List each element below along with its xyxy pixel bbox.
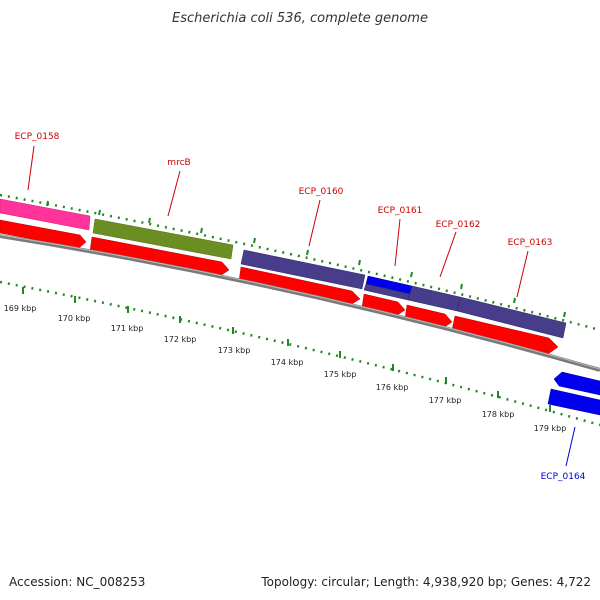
gene-ecp-0163[interactable] bbox=[456, 296, 567, 339]
gene-mrcb[interactable] bbox=[92, 218, 234, 260]
map-title: Escherichia coli 536, complete genome bbox=[172, 11, 428, 26]
scale-label: 178 kbp bbox=[482, 410, 515, 419]
cds-track bbox=[0, 219, 559, 355]
accession-text: Accession: NC_008253 bbox=[9, 575, 145, 589]
scale-label: 174 kbp bbox=[271, 358, 304, 367]
scale-label: 171 kbp bbox=[111, 324, 144, 333]
scale-labels: 169 kbp 170 kbp 171 kbp 172 kbp 173 kbp … bbox=[4, 304, 567, 433]
gene-ecp-0158[interactable] bbox=[0, 198, 91, 231]
outer-tick-ring bbox=[0, 193, 600, 332]
genome-backbone bbox=[0, 234, 600, 372]
genome-backbone-highlight bbox=[0, 234, 600, 370]
gene-label-ecp-0160[interactable]: ECP_0160 bbox=[299, 187, 344, 197]
gene-ecp-0160[interactable] bbox=[240, 249, 366, 290]
cds-arrow[interactable] bbox=[0, 219, 87, 249]
forward-gene-track bbox=[0, 198, 567, 339]
cds-arrow[interactable] bbox=[89, 236, 230, 277]
inner-tick-ring bbox=[0, 280, 600, 427]
outer-major-ticks bbox=[46, 200, 566, 318]
scale-label: 169 kbp bbox=[4, 304, 37, 313]
scale-label: 172 kbp bbox=[164, 335, 197, 344]
scale-label: 179 kbp bbox=[534, 424, 567, 433]
gene-ecp-0164[interactable] bbox=[547, 388, 600, 416]
reverse-gene-track bbox=[547, 371, 600, 416]
scale-label: 177 kbp bbox=[429, 396, 462, 405]
inner-major-ticks bbox=[22, 287, 551, 412]
gene-label-mrcb[interactable]: mrcB bbox=[167, 158, 190, 168]
gene-label-ecp-0158[interactable]: ECP_0158 bbox=[15, 132, 60, 142]
label-leader bbox=[565, 426, 576, 467]
scale-label: 175 kbp bbox=[324, 370, 357, 379]
cds-arrow[interactable] bbox=[451, 315, 559, 355]
gene-label-ecp-0161[interactable]: ECP_0161 bbox=[378, 206, 423, 216]
label-leader bbox=[27, 145, 35, 191]
gene-ecp-0164-a[interactable] bbox=[553, 371, 600, 396]
scale-label: 170 kbp bbox=[58, 314, 91, 323]
label-leader bbox=[167, 170, 181, 217]
gene-label-ecp-0163[interactable]: ECP_0163 bbox=[508, 238, 553, 248]
label-leader bbox=[308, 199, 321, 247]
gene-labels: ECP_0158 mrcB ECP_0160 ECP_0161 ECP_0162… bbox=[15, 132, 586, 482]
scale-label: 176 kbp bbox=[376, 383, 409, 392]
gene-label-ecp-0162[interactable]: ECP_0162 bbox=[436, 220, 481, 230]
gene-label-ecp-0164[interactable]: ECP_0164 bbox=[541, 472, 586, 482]
label-leader bbox=[394, 218, 401, 267]
scale-label: 173 kbp bbox=[218, 346, 251, 355]
label-leader bbox=[439, 231, 457, 278]
genome-summary-text: Topology: circular; Length: 4,938,920 bp… bbox=[260, 575, 591, 589]
label-leader bbox=[516, 250, 529, 298]
